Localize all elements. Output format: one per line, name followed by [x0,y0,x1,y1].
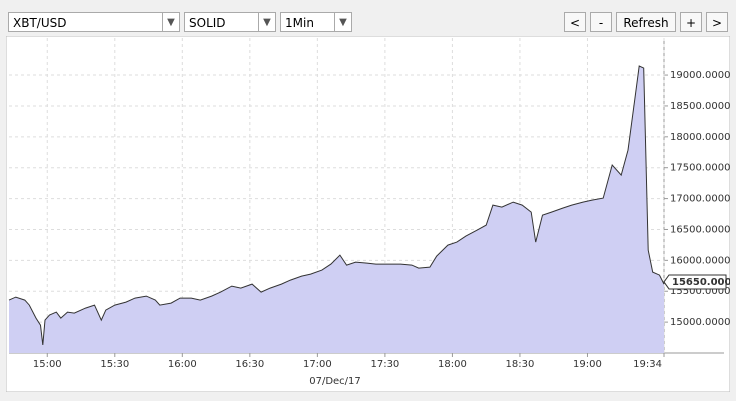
symbol-select[interactable]: XBT/USD ▼ [8,12,180,32]
y-tick-label: 16000.0000 [670,255,730,266]
y-tick-label: 17000.0000 [670,194,730,205]
y-tick-label: 18500.0000 [670,101,730,112]
button[interactable]: > [706,12,728,32]
y-tick-label: 15000.0000 [670,317,730,328]
interval: 1Min [285,16,314,30]
area [9,66,664,353]
y-tick-label: 19000.0000 [670,70,730,81]
symbol: XBT/USD [13,16,67,30]
x-tick-label: 19:00 [573,359,602,370]
x-tick-label: 16:00 [168,359,197,370]
x-axis-label: 07/Dec/17 [309,376,361,387]
x-tick-label: 18:30 [506,359,535,370]
style: SOLID [189,16,226,30]
y-tick-label: 15500.0000 [670,286,730,297]
x-tick-label: 16:30 [235,359,264,370]
dropdown-arrow[interactable]: ▼ [334,13,351,31]
last-price-box [663,274,727,290]
button[interactable]: + [680,12,702,32]
button[interactable]: < [564,12,586,32]
style-select[interactable]: SOLID ▼ [184,12,276,32]
chart: 07/Dec/17 15000.0000 15500.0000 16000.0000… [6,36,730,392]
button[interactable]: Refresh [616,12,676,32]
x-tick-label: 17:00 [303,359,332,370]
last-price-label: 15650.0000 [672,277,730,288]
x-tick-label: 19:34 [633,359,662,370]
button[interactable]: - [590,12,612,32]
interval-select[interactable]: 1Min ▼ [280,12,352,32]
x-tick-label: 17:30 [370,359,399,370]
dropdown-arrow[interactable]: ▼ [162,13,179,31]
dropdown-arrow[interactable]: ▼ [258,13,275,31]
line [8,65,665,346]
x-tick-label: 15:30 [100,359,129,370]
last-price-marker: 15650.0000 [663,274,730,290]
y-tick-label: 18000.0000 [670,132,730,143]
y-tick-label: 16500.0000 [670,224,730,235]
y-tick-label: 17500.0000 [670,163,730,174]
x-tick-label: 15:00 [33,359,62,370]
x-tick-label: 18:00 [438,359,467,370]
